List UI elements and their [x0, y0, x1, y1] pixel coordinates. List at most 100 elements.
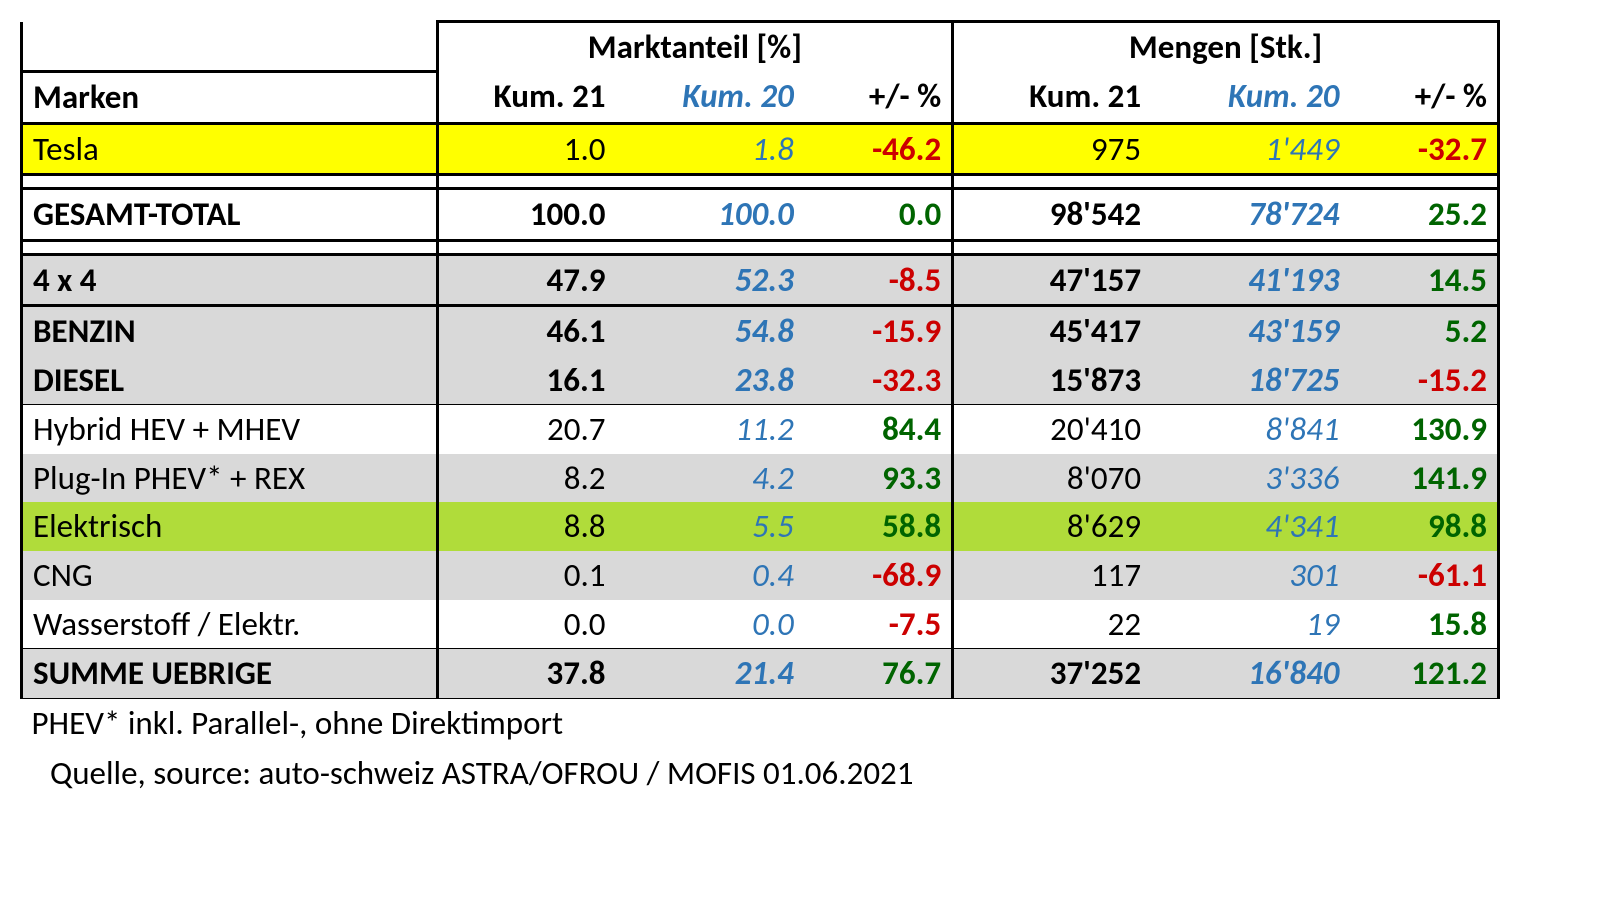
cell-qty-delta: 15.8 — [1349, 600, 1498, 649]
cell-share20: 23.8 — [616, 356, 804, 405]
cell-qty20: 43'159 — [1151, 306, 1349, 356]
cell-share21: 0.0 — [437, 600, 615, 649]
cell-qty-delta: -15.2 — [1349, 356, 1498, 405]
cell-qty-delta: 25.2 — [1349, 189, 1498, 241]
cell-share20: 0.4 — [616, 551, 804, 600]
cell-qty20: 8'841 — [1151, 405, 1349, 454]
cell-label: Elektrisch — [22, 502, 438, 551]
cell-share-delta: -46.2 — [804, 123, 953, 175]
cell-share21: 100.0 — [437, 189, 615, 241]
cell-share21: 16.1 — [437, 356, 615, 405]
cell-share21: 8.8 — [437, 502, 615, 551]
cell-share20: 5.5 — [616, 502, 804, 551]
col-share-delta: +/- % — [804, 72, 953, 124]
cell-qty21: 15'873 — [953, 356, 1151, 405]
cell-share20: 4.2 — [616, 454, 804, 503]
cell-share21: 47.9 — [437, 254, 615, 306]
cell-label: CNG — [22, 551, 438, 600]
source-text: Quelle, source: auto-schweiz ASTRA/OFROU… — [20, 753, 1592, 793]
table-row: CNG0.10.4-68.9117301-61.1 — [22, 551, 1499, 600]
cell-qty21: 45'417 — [953, 306, 1151, 356]
col-share-kum20: Kum. 20 — [616, 72, 804, 124]
cell-share20: 54.8 — [616, 306, 804, 356]
cell-share21: 8.2 — [437, 454, 615, 503]
cell-share-delta: 76.7 — [804, 649, 953, 699]
cell-label: Tesla — [22, 123, 438, 175]
table-row: Tesla1.01.8-46.29751'449-32.7 — [22, 123, 1499, 175]
super-header-qty: Mengen [Stk.] — [953, 22, 1499, 72]
cell-label: Hybrid HEV + MHEV — [22, 405, 438, 454]
cell-share-delta: -8.5 — [804, 254, 953, 306]
table-row: Plug-In PHEV* + REX8.24.293.38'0703'3361… — [22, 454, 1499, 503]
col-share-kum21: Kum. 21 — [437, 72, 615, 124]
cell-share-delta: -7.5 — [804, 600, 953, 649]
cell-qty20: 16'840 — [1151, 649, 1349, 699]
super-header-share: Marktanteil [%] — [437, 22, 953, 72]
cell-share-delta: -15.9 — [804, 306, 953, 356]
cell-label: Plug-In PHEV* + REX — [22, 454, 438, 503]
cell-qty-delta: 98.8 — [1349, 502, 1498, 551]
table-row: DIESEL16.123.8-32.315'87318'725-15.2 — [22, 356, 1499, 405]
cell-qty21: 975 — [953, 123, 1151, 175]
cell-qty-delta: 130.9 — [1349, 405, 1498, 454]
footnote-text: PHEV* inkl. Parallel-, ohne Direktimport — [22, 698, 1499, 747]
cell-qty20: 19 — [1151, 600, 1349, 649]
spacer-row — [22, 240, 1499, 254]
cell-share21: 46.1 — [437, 306, 615, 356]
cell-share20: 52.3 — [616, 254, 804, 306]
table-row: BENZIN46.154.8-15.945'41743'1595.2 — [22, 306, 1499, 356]
cell-qty21: 20'410 — [953, 405, 1151, 454]
col-qty-kum21: Kum. 21 — [953, 72, 1151, 124]
col-brands: Marken — [22, 72, 438, 124]
footnote-row: PHEV* inkl. Parallel-, ohne Direktimport — [22, 698, 1499, 747]
cell-qty20: 4'341 — [1151, 502, 1349, 551]
cell-qty20: 1'449 — [1151, 123, 1349, 175]
cell-qty21: 117 — [953, 551, 1151, 600]
table-row: 4 x 447.952.3-8.547'15741'19314.5 — [22, 254, 1499, 306]
cell-share-delta: 58.8 — [804, 502, 953, 551]
cell-qty21: 8'629 — [953, 502, 1151, 551]
cell-qty-delta: 141.9 — [1349, 454, 1498, 503]
cell-qty21: 22 — [953, 600, 1151, 649]
cell-qty20: 41'193 — [1151, 254, 1349, 306]
cell-qty21: 98'542 — [953, 189, 1151, 241]
cell-share20: 0.0 — [616, 600, 804, 649]
cell-qty-delta: 121.2 — [1349, 649, 1498, 699]
spacer-row — [22, 175, 1499, 189]
col-qty-kum20: Kum. 20 — [1151, 72, 1349, 124]
cell-share-delta: 93.3 — [804, 454, 953, 503]
cell-share21: 1.0 — [437, 123, 615, 175]
cell-qty-delta: -61.1 — [1349, 551, 1498, 600]
cell-label: GESAMT-TOTAL — [22, 189, 438, 241]
cell-label: BENZIN — [22, 306, 438, 356]
cell-qty-delta: -32.7 — [1349, 123, 1498, 175]
table-row: Wasserstoff / Elektr.0.00.0-7.5221915.8 — [22, 600, 1499, 649]
cell-label: Wasserstoff / Elektr. — [22, 600, 438, 649]
market-share-table: Marktanteil [%] Mengen [Stk.] Marken Kum… — [20, 20, 1500, 747]
cell-share21: 20.7 — [437, 405, 615, 454]
table-super-header: Marktanteil [%] Mengen [Stk.] — [22, 22, 1499, 72]
cell-label: SUMME UEBRIGE — [22, 649, 438, 699]
cell-qty21: 37'252 — [953, 649, 1151, 699]
cell-share20: 21.4 — [616, 649, 804, 699]
cell-share20: 11.2 — [616, 405, 804, 454]
cell-share-delta: -68.9 — [804, 551, 953, 600]
cell-qty21: 8'070 — [953, 454, 1151, 503]
cell-share21: 0.1 — [437, 551, 615, 600]
cell-share20: 100.0 — [616, 189, 804, 241]
super-header-blank — [22, 22, 438, 72]
cell-qty20: 78'724 — [1151, 189, 1349, 241]
col-qty-delta: +/- % — [1349, 72, 1498, 124]
cell-label: 4 x 4 — [22, 254, 438, 306]
cell-qty-delta: 14.5 — [1349, 254, 1498, 306]
cell-qty-delta: 5.2 — [1349, 306, 1498, 356]
table-row: Hybrid HEV + MHEV20.711.284.420'4108'841… — [22, 405, 1499, 454]
cell-qty20: 18'725 — [1151, 356, 1349, 405]
table-row: Elektrisch8.85.558.88'6294'34198.8 — [22, 502, 1499, 551]
table-row: SUMME UEBRIGE37.821.476.737'25216'840121… — [22, 649, 1499, 699]
cell-share-delta: 84.4 — [804, 405, 953, 454]
cell-share20: 1.8 — [616, 123, 804, 175]
table-row: GESAMT-TOTAL100.0100.00.098'54278'72425.… — [22, 189, 1499, 241]
cell-qty21: 47'157 — [953, 254, 1151, 306]
cell-qty20: 301 — [1151, 551, 1349, 600]
